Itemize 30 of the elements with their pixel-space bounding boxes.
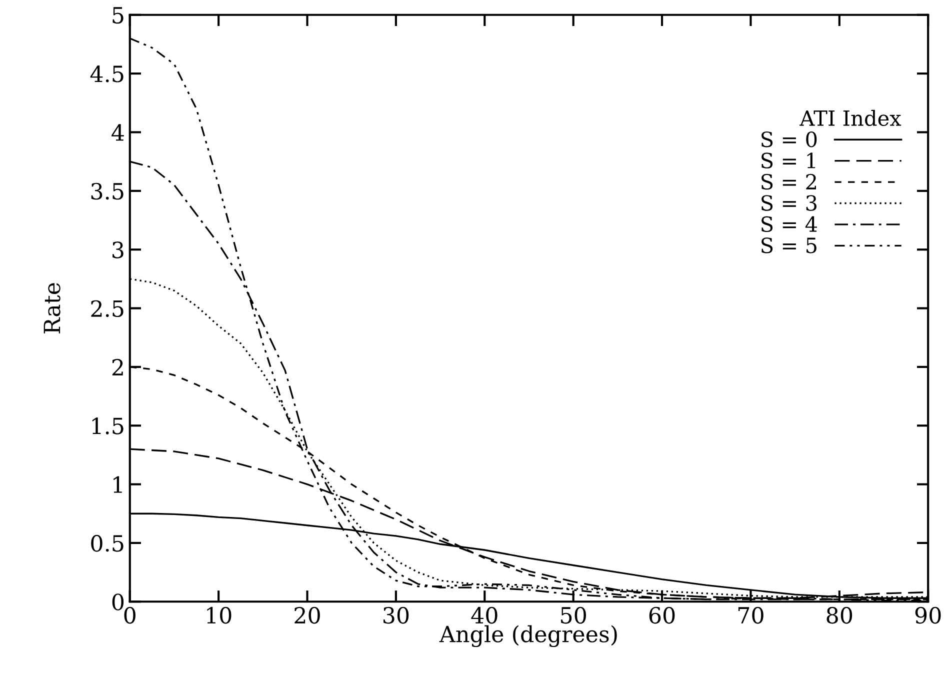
y-tick-label: 3 [112, 242, 124, 258]
legend-label: S = 0 [762, 131, 817, 148]
y-tick-label: 1 [114, 476, 122, 493]
y-tick-label: 5 [112, 7, 124, 24]
x-tick-label: 0 [124, 606, 136, 624]
x-tick-label: 20 [294, 606, 320, 624]
legend-label: S = 1 [762, 152, 816, 168]
legend-label: S = 4 [762, 216, 817, 232]
legend-label: S = 3 [762, 195, 816, 211]
x-tick-label: 80 [826, 606, 852, 624]
y-tick-label: 0.5 [91, 534, 124, 552]
x-tick-label: 50 [561, 606, 586, 624]
y-tick-label: 4.5 [90, 66, 124, 82]
y-tick-label: 1.5 [92, 418, 124, 434]
y-tick-label: 2.5 [91, 300, 124, 318]
y-tick-label: 0 [112, 594, 124, 610]
y-tick-label: 2 [112, 358, 123, 376]
legend-label: S = 2 [762, 174, 816, 190]
x-tick-label: 90 [915, 606, 941, 624]
x-tick-label: 60 [649, 606, 675, 624]
y-tick-label: 4 [112, 124, 124, 141]
x-axis-title: Angle (degrees) [439, 625, 617, 648]
x-tick-label: 70 [738, 606, 764, 624]
x-tick-label: 10 [207, 606, 232, 624]
legend-title: ATI Index [800, 110, 902, 126]
y-tick-label: 3.5 [91, 182, 124, 200]
x-tick-label: 30 [384, 606, 409, 624]
x-tick-label: 40 [471, 606, 498, 624]
legend-label: S = 5 [762, 237, 816, 254]
y-axis-title: Rate [44, 283, 60, 334]
